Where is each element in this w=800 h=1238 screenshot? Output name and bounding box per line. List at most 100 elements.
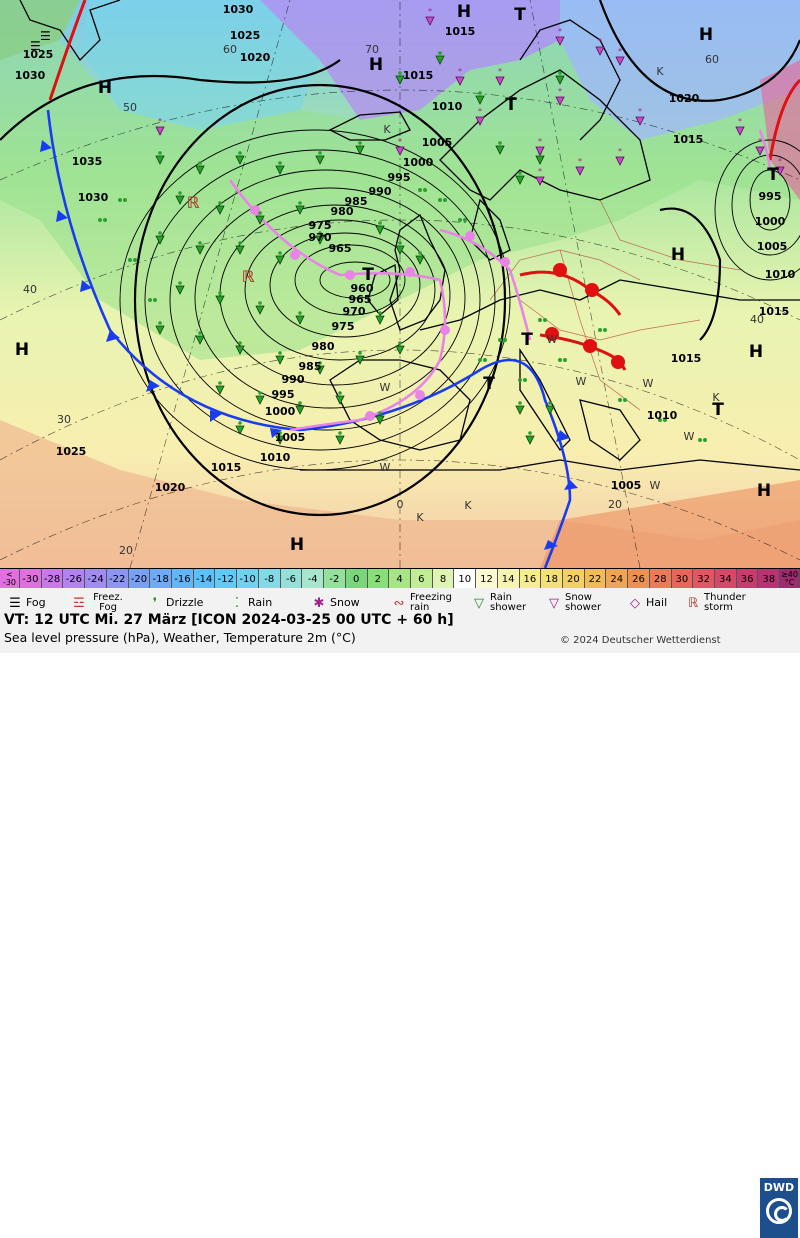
scale-cell: -16 [172, 569, 194, 589]
cold-front-atlantic [46, 109, 572, 568]
rain-dot [238, 421, 242, 425]
rain-icon [118, 198, 122, 202]
snow-shower-icon [455, 76, 465, 86]
snow-shower-icon [775, 166, 785, 176]
legend-panel: ☰ Fog ☲ Freez. Fog ❜ Drizzle ⁚ Rain ✱ Sn… [0, 588, 800, 1238]
rain-shower-icon [395, 75, 405, 85]
rain-dot [258, 301, 262, 305]
weather-map: * * * * * * * * * * * * * * * * * * ℝ ℝ ☰☰ 1030 1025 1020 1015 1… [0, 0, 800, 568]
map-annotation: W [380, 461, 391, 474]
rain-icon [443, 198, 447, 202]
snow-shower-icon [155, 126, 165, 136]
rain-dot [278, 161, 282, 165]
rain-shower-icon [215, 385, 225, 395]
scale-cell: 26 [628, 569, 650, 589]
scale-cell: 24 [606, 569, 629, 589]
scale-cell: 34 [715, 569, 737, 589]
rain-dot [278, 431, 282, 435]
rain-shower-icon [295, 205, 305, 215]
rain-shower-icon [255, 395, 265, 405]
legend-freezing-fog: ☲ Freez. Fog [70, 590, 126, 616]
map-annotation: K [712, 391, 720, 404]
map-annotation: K [383, 123, 391, 136]
snow-star: * [738, 117, 742, 126]
rain-icon [623, 398, 627, 402]
isobar-label: 1035 [72, 155, 103, 168]
isobar-label: 1005 [275, 431, 306, 444]
occluded-front [228, 129, 772, 432]
thunderstorm-icon: ℝ [687, 595, 699, 611]
rain-dot [158, 231, 162, 235]
rain-dot [298, 201, 302, 205]
freezing-rain-icon: ∾ [393, 595, 405, 611]
isobar-label: 965 [329, 242, 352, 255]
snow-star: * [778, 157, 782, 166]
high-pressure-center: H [749, 342, 763, 362]
isobar-label: 1025 [23, 48, 54, 61]
scale-cell: 22 [584, 569, 607, 589]
isobar-label: 1015 [673, 133, 704, 146]
scale-cell: 14 [497, 569, 520, 589]
rain-shower-icon [215, 295, 225, 305]
isobar-lines-bold [0, 0, 800, 517]
snow-icon: ✱ [313, 595, 325, 611]
pressure-centers: H H H H H H H H H T T T T T T T [15, 2, 779, 555]
isobar-labels: 1030102510201015101510101005100099599098… [15, 3, 796, 494]
map-annotation: 40 [23, 283, 37, 296]
rain-dot [278, 351, 282, 355]
isobar-label: 1000 [265, 405, 296, 418]
isobar-label: 975 [309, 219, 332, 232]
snow-shower-icon [495, 76, 505, 86]
high-pressure-center: H [98, 78, 112, 98]
grid-and-airmass-labels: 60 70 50 60 40 30 20 0 20 40 K K K K K W W W W W W W [23, 43, 764, 557]
rain-shower-icon [335, 435, 345, 445]
rain-dot [218, 381, 222, 385]
map-annotation: K [416, 511, 424, 524]
isobar-label: 1005 [422, 136, 453, 149]
snow-star: * [618, 147, 622, 156]
rain-icon [438, 198, 442, 202]
freezing-fog-icon: ☲ [73, 595, 85, 611]
rain-dot [158, 151, 162, 155]
warm-front-bumps [545, 263, 625, 369]
snow-star: * [458, 67, 462, 76]
rain-shower-icon: ▽ [474, 595, 484, 611]
rain-dot [518, 171, 522, 175]
isobar-label: 1015 [445, 25, 476, 38]
rain-shower-icon [235, 425, 245, 435]
isobar-label: 1025 [230, 29, 261, 42]
rain-dot [318, 151, 322, 155]
rain-icon [543, 318, 547, 322]
rain-icon [603, 328, 607, 332]
isobar-label: 1030 [15, 69, 46, 82]
rain-dot [218, 201, 222, 205]
rain-shower-icon [315, 155, 325, 165]
high-pressure-center: H [369, 55, 383, 75]
snow-shower-icon [395, 146, 405, 156]
scale-cell: -4 [302, 569, 325, 589]
arctic-west [0, 0, 80, 60]
rain-dot [518, 401, 522, 405]
snow-star: * [538, 167, 542, 176]
rain-dot [338, 431, 342, 435]
high-pressure-center: H [699, 25, 713, 45]
rain-icon [153, 298, 157, 302]
isobar-label: 985 [299, 360, 322, 373]
high-pressure-center: H [671, 245, 685, 265]
rain-dot [478, 91, 482, 95]
scale-cell: 10 [454, 569, 477, 589]
rain-dot [358, 351, 362, 355]
rain-dot [548, 401, 552, 405]
rain-shower-icon [535, 155, 545, 165]
isobar-label: 1000 [755, 215, 786, 228]
rain-shower-icon [375, 225, 385, 235]
map-annotation: W [643, 377, 654, 390]
hot-sahara [540, 480, 800, 568]
isobar-label: 1010 [260, 451, 291, 464]
low-pressure-center: T [362, 265, 374, 285]
isobar-label: 985 [345, 195, 368, 208]
rain-icon [703, 438, 707, 442]
rain-dot [198, 241, 202, 245]
snow-shower-icon [535, 146, 545, 156]
rain-shower-icon [275, 435, 285, 445]
